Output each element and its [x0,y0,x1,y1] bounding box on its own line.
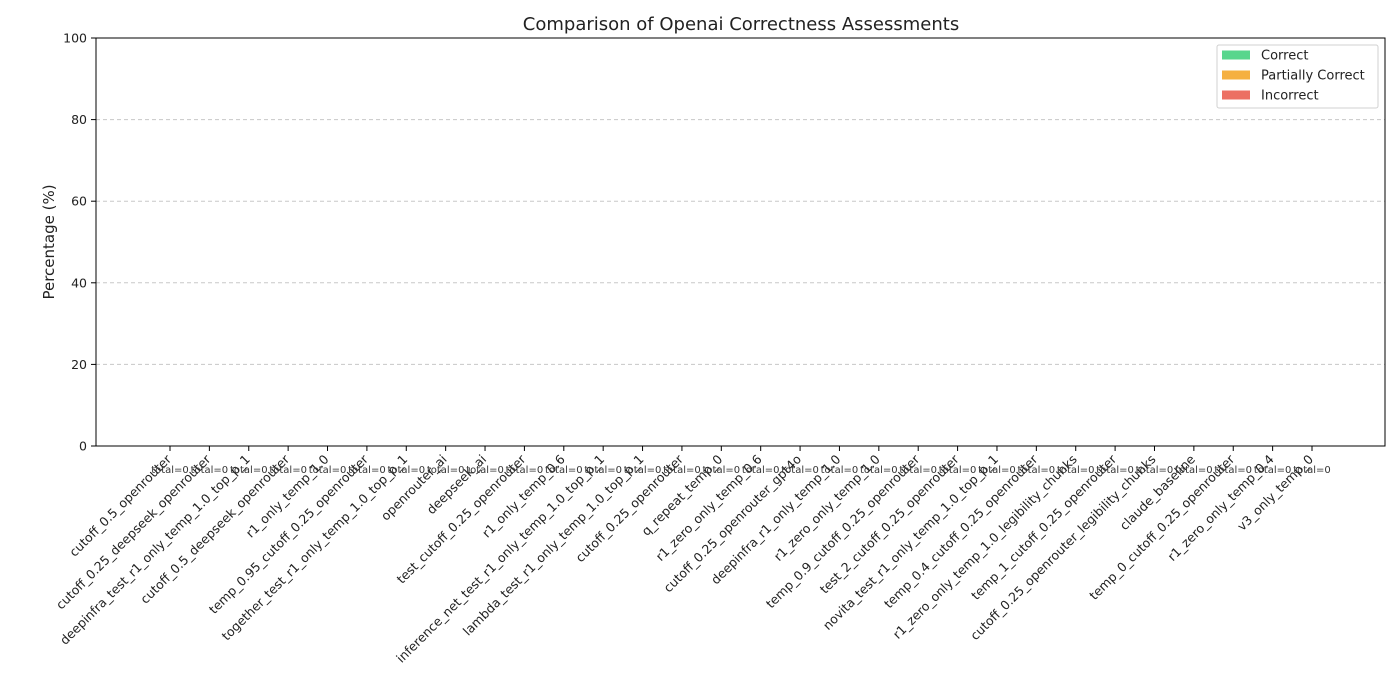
total-annotation: total=0 [1293,465,1331,476]
legend-box [1216,44,1379,109]
total-annotation: total=0 [151,465,189,476]
total-annotation: total=0 [978,465,1016,476]
plot-frame [95,37,1386,447]
total-annotation: total=0 [506,465,544,476]
total-annotation: total=0 [348,465,386,476]
y-tick-label: 0 [79,439,87,454]
total-annotation: total=0 [1136,465,1174,476]
total-annotation: total=0 [309,465,347,476]
x-tick-label: lambda_test_r1_only_temp_1.0_top_p_1 [460,452,647,639]
y-tick-label: 100 [63,31,87,46]
legend-swatch [1222,70,1250,80]
legend-label: Partially Correct [1261,69,1365,84]
total-annotation: total=0 [742,465,780,476]
total-annotation: total=0 [545,465,583,476]
total-annotation: total=0 [1018,465,1056,476]
total-annotation: total=0 [427,465,465,476]
x-tick-label: together_test_r1_only_temp_1.0_top_p_1 [219,452,411,644]
total-annotation: total=0 [1096,465,1134,476]
total-annotation: total=0 [860,465,898,476]
total-annotation: total=0 [1057,465,1095,476]
x-tick-label: r1_zero_only_temp_1.0_legibility_chunks [890,452,1080,642]
y-axis-ticks: 0 20 40 60 80 100 [63,31,96,454]
legend-swatch [1222,90,1250,100]
total-annotation: total=0 [663,465,701,476]
grid-lines [96,119,1385,365]
total-annotation: total=0 [584,465,622,476]
total-annotation: total=0 [899,465,937,476]
total-annotations: total=0 total=0 total=0 total=0 total=0 total… [151,465,1331,476]
total-annotation: total=0 [1175,465,1213,476]
total-annotation: total=0 [781,465,819,476]
total-annotation: total=0 [387,465,425,476]
total-annotation: total=0 [191,465,229,476]
total-annotation: total=0 [269,465,307,476]
total-annotation: total=0 [821,465,859,476]
legend-swatch [1222,50,1250,60]
y-tick-label: 80 [71,112,87,127]
total-annotation: total=0 [466,465,504,476]
total-annotation: total=0 [703,465,741,476]
x-tick-label: v3_only_temp_0 [1234,451,1316,533]
total-annotation: total=0 [1214,465,1252,476]
legend-label: Correct [1261,49,1308,64]
total-annotation: total=0 [939,465,977,476]
y-tick-label: 60 [71,194,87,209]
chart-title: Comparison of Openai Correctness Assessm… [523,14,959,35]
total-annotation: total=0 [230,465,268,476]
legend: Correct Partially Correct Incorrect [1216,44,1379,109]
y-tick-label: 20 [71,357,87,372]
y-axis-label: Percentage (%) [40,184,58,299]
y-tick-label: 40 [71,275,87,290]
total-annotation: total=0 [624,465,662,476]
x-axis-ticks: cutoff_0.5_openroutercutoff_0.25_deepsee… [53,446,1316,666]
total-annotation: total=0 [1254,465,1292,476]
legend-label: Incorrect [1261,89,1319,104]
